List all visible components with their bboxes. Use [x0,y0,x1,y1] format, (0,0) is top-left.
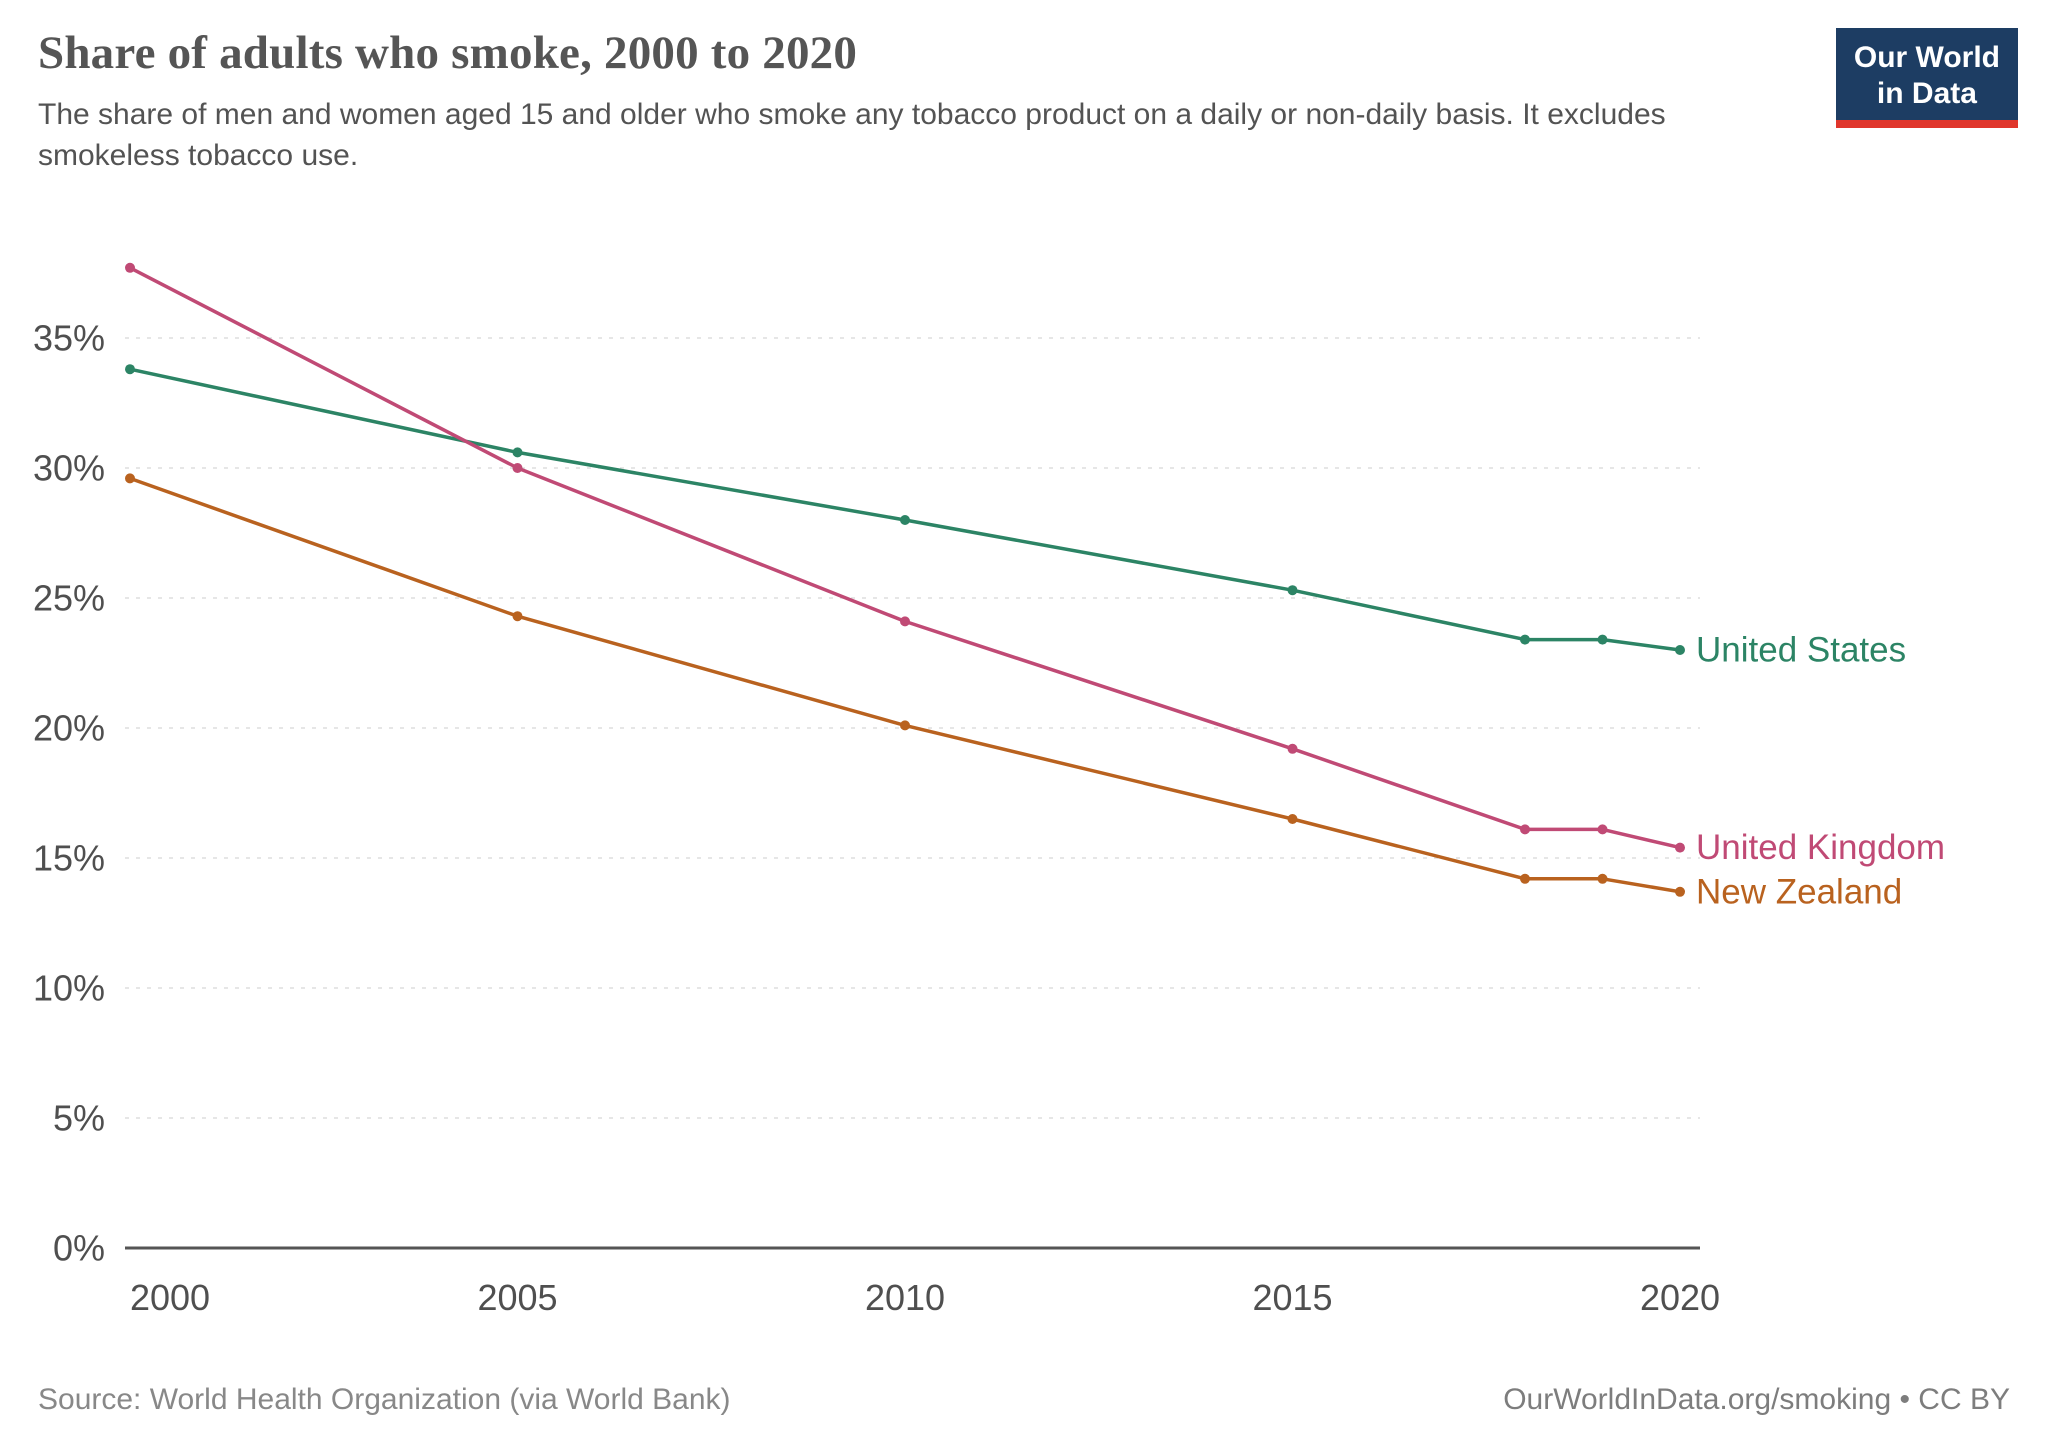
data-point-united-kingdom-2010 [900,616,910,627]
data-point-united-states-2000 [125,364,135,375]
source-note: Source: World Health Organization (via W… [38,1383,731,1416]
data-point-new-zealand-2018 [1520,873,1530,884]
chart-title: Share of adults who smoke, 2000 to 2020 [38,27,858,79]
data-point-united-kingdom-2020 [1675,842,1685,853]
y-tick-label: 15% [33,838,105,879]
series-line-united-states [128,367,1682,652]
owid-logo-line1: Our World [1853,41,2000,74]
data-point-united-states-2015 [1287,585,1298,596]
data-point-united-states-2018 [1520,634,1530,645]
data-point-united-kingdom-2019 [1597,824,1608,835]
chart-subtitle: The share of men and women aged 15 and o… [38,98,1666,173]
y-tick-label: 30% [33,448,105,489]
data-point-united-kingdom-2018 [1520,824,1530,835]
data-point-new-zealand-2019 [1597,873,1608,884]
owid-logo-line2: in Data [1876,77,1977,110]
owid-link[interactable]: OurWorldInData.org/smoking • CC BY [1503,1383,2010,1416]
owid-logo: Our World in Data [1835,28,2018,128]
data-point-new-zealand-2010 [900,720,910,731]
data-point-new-zealand-2005 [512,611,523,622]
y-tick-label: 5% [53,1098,105,1139]
data-point-united-kingdom-2000 [125,262,135,273]
smoking-line-chart: 0% 5% 10% 15% 20% 25% 30% 35% 2000 2005 2010 2015 20… [33,262,1945,1318]
series-label-united-kingdom: United Kingdom [1696,828,1945,867]
chart-header: Share of adults who smoke, 2000 to 2020 … [38,26,1798,177]
series-line-new-zealand [128,476,1682,894]
x-tick-label: 2005 [477,1277,557,1318]
series-line-united-kingdom [128,266,1682,850]
data-point-new-zealand-2015 [1287,814,1298,824]
data-point-united-states-2019 [1597,634,1608,645]
series-label-new-zealand: New Zealand [1696,872,1902,911]
y-tick-label: 0% [53,1228,105,1269]
data-point-united-states-2010 [900,515,910,525]
y-tick-label: 20% [33,708,105,749]
x-tick-label: 2000 [130,1277,210,1318]
data-point-new-zealand-2000 [125,473,135,484]
y-tick-label: 10% [33,968,105,1009]
chart-footer: Source: World Health Organization (via W… [38,1383,2010,1417]
series-label-united-states: United States [1696,631,1906,670]
data-point-united-states-2020 [1675,645,1685,655]
y-tick-label: 35% [33,318,105,359]
x-tick-label: 2010 [865,1277,945,1318]
x-tick-label: 2020 [1640,1277,1720,1318]
data-point-new-zealand-2020 [1675,886,1685,897]
data-point-united-kingdom-2005 [512,463,523,473]
y-tick-label: 25% [33,578,105,619]
data-point-united-states-2005 [512,447,523,458]
x-tick-label: 2015 [1252,1277,1332,1318]
data-point-united-kingdom-2015 [1287,743,1298,754]
